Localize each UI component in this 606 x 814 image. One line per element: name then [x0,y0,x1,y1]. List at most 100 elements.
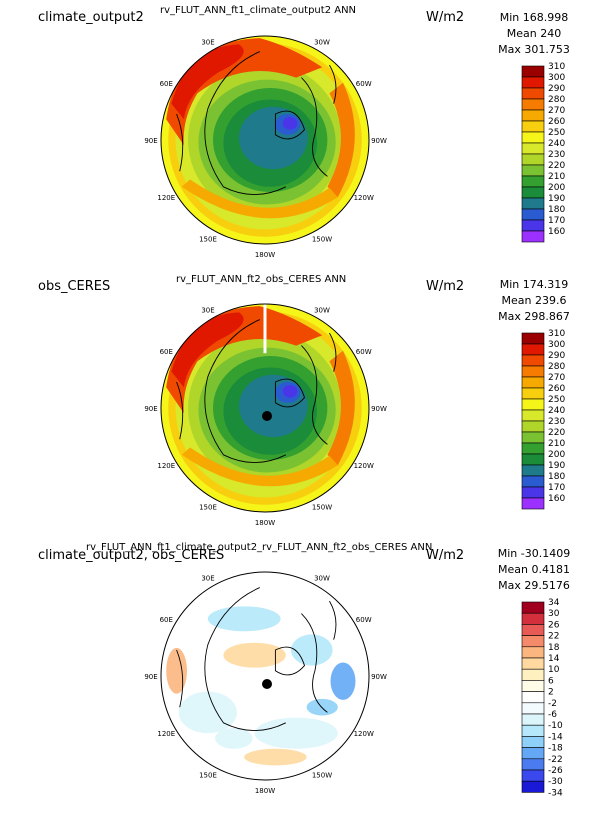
longitude-label: 180W [255,787,275,795]
colorbar-label: 22 [548,632,559,642]
colorbar-box [521,387,545,400]
colorbar-box [521,354,545,367]
panel-3-units: W/m2 [426,548,465,563]
pole-marker [262,411,272,421]
colorbar-box [521,109,545,122]
colorbar-box [521,464,545,477]
panel-2-stats: Min 174.319 Mean 239.6 Max 298.867 [496,277,572,325]
panel-1-map: 30E 30W 60E 60W 90E 90W 120E 120W 150E 150W 180W [144,35,387,259]
colorbar-label: 310 [548,329,565,339]
longitude-label: 60W [356,616,372,624]
colorbar-label: 260 [548,117,565,127]
colorbar-label: 240 [548,139,565,149]
colorbar-box [521,398,545,411]
colorbar-box [521,442,545,455]
colorbar-box [521,601,545,614]
colorbar-box [521,668,545,681]
colorbar-box [521,486,545,499]
panel-2-max: Max 298.867 [498,310,570,323]
panel-1-min: Min 168.998 [499,11,569,24]
longitude-label: 120E [157,194,175,202]
colorbar-label: 160 [548,227,565,237]
panel-3-min: Min -30.1409 [497,547,571,560]
longitude-label: 30E [201,306,214,314]
colorbar-label: -18 [548,744,563,754]
panel-1-left-title: climate_output2 [38,10,144,25]
longitude-label: 90W [371,405,387,413]
panel-1: climate_output2 rv_FLUT_ANN_ft1_climate_… [0,0,606,270]
colorbar-box [521,453,545,466]
panel-1-mean: Mean 240 [506,27,562,40]
longitude-label: 150W [312,236,332,244]
colorbar-label: 240 [548,406,565,416]
colorbar-box [521,120,545,133]
colorbar-box [521,747,545,760]
panel-1-max: Max 301.753 [498,43,570,56]
panel-2-center-title: rv_FLUT_ANN_ft2_obs_CERES ANN [176,274,347,285]
longitude-label: 90W [371,673,387,681]
longitude-label: 90W [371,137,387,145]
colorbar-label: 200 [548,450,565,460]
map-field [161,304,369,512]
colorbar-box [521,724,545,737]
panel-3-stats: Min -30.1409 Mean 0.4181 Max 29.5176 [496,546,572,594]
map-outline [160,303,370,513]
colorbar-box [521,475,545,488]
colorbar-box [521,87,545,100]
colorbar-box [521,98,545,111]
colorbar-label: 250 [548,128,565,138]
colorbar-label: -6 [548,710,557,720]
colorbar-label: 14 [548,654,560,664]
colorbar-label: 2 [548,688,554,698]
colorbar-box [521,175,545,188]
colorbar-label: -2 [548,699,557,709]
colorbar-box [521,409,545,422]
longitude-label: 120W [354,462,374,470]
colorbar-box [521,691,545,704]
colorbar-box [521,497,545,510]
longitude-label: 30W [314,38,330,46]
longitude-label: 90E [144,673,157,681]
panel-2-min: Min 174.319 [499,278,569,291]
colorbar-label: 300 [548,73,565,83]
panel-3-mean: Mean 0.4181 [498,563,570,576]
longitude-label: 60W [356,80,372,88]
colorbar-label: 180 [548,472,565,482]
colorbar-label: 210 [548,439,565,449]
colorbar-label: -10 [548,721,563,731]
colorbar-box [521,657,545,670]
colorbar-label: 220 [548,161,565,171]
longitude-label: 90E [144,405,157,413]
colorbar-box [521,186,545,199]
colorbar-label: 210 [548,172,565,182]
longitude-label: 30W [314,574,330,582]
colorbar-label: -34 [548,788,563,798]
longitude-label: 180W [255,519,275,527]
longitude-label: 180W [255,251,275,259]
colorbar-label: -14 [548,732,563,742]
longitude-label: 120E [157,730,175,738]
colorbar-box [521,758,545,771]
colorbar-label: 270 [548,373,565,383]
longitude-label: 120E [157,462,175,470]
panel-2-left-title: obs_CERES [38,279,111,294]
colorbar-label: 34 [548,598,560,608]
colorbar-box [521,431,545,444]
panel-1-stats: Min 168.998 Mean 240 Max 301.753 [496,10,572,58]
panel-3-map: 30E 30W 60E 60W 90E 90W 120E 120W 150E 150W 180W [144,571,387,795]
panel-2: obs_CERES rv_FLUT_ANN_ft2_obs_CERES ANN … [0,270,606,538]
colorbar-label: -30 [548,777,563,787]
colorbar-box [521,76,545,89]
colorbar-box [521,420,545,433]
colorbar-label: 26 [548,620,560,630]
colorbar-label: 170 [548,216,565,226]
colorbar-box [521,680,545,692]
colorbar-label: 18 [548,643,560,653]
colorbar-box [521,780,545,793]
colorbar-box [521,612,545,625]
longitude-label: 150W [312,504,332,512]
colorbar-box [521,219,545,232]
colorbar-box [521,635,545,648]
colorbar-label: 270 [548,106,565,116]
